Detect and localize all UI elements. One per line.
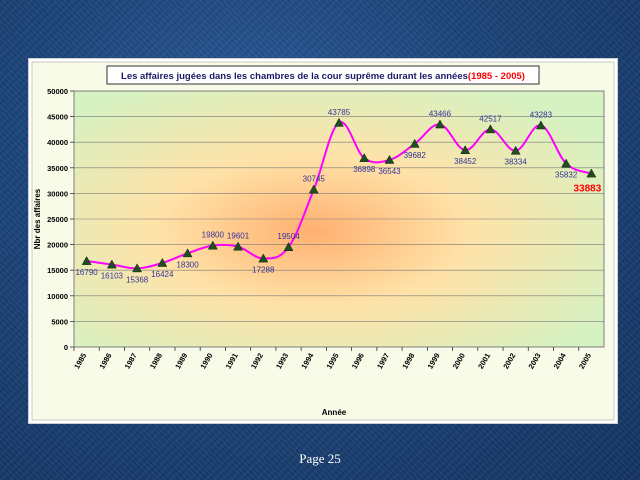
y-tick-label: 5000: [51, 317, 68, 326]
data-label: 16103: [101, 272, 124, 281]
data-label: 19504: [277, 232, 300, 241]
data-label: 33883: [573, 184, 601, 195]
data-markers: [81, 117, 597, 273]
data-label: 43466: [429, 109, 452, 118]
data-marker: [106, 259, 117, 269]
y-tick-label: 20000: [47, 241, 68, 250]
data-label: 17288: [252, 265, 275, 274]
y-tick-label: 25000: [47, 215, 68, 224]
data-label: 38334: [505, 158, 528, 167]
y-tick-label: 45000: [47, 113, 68, 122]
data-label: 16790: [75, 268, 98, 277]
x-axis-ticks: 1985 1986 1987 1988 1989 1990 1991 1992 1993 1994…: [72, 347, 593, 370]
data-label: 18300: [176, 260, 199, 269]
data-label: 16424: [151, 270, 174, 279]
data-marker: [258, 253, 269, 263]
title-box: [106, 65, 540, 85]
x-axis-label: Année: [322, 408, 347, 417]
y-tick-label: 35000: [47, 164, 68, 173]
data-marker: [535, 120, 546, 130]
data-marker: [308, 184, 319, 194]
data-marker: [233, 241, 243, 251]
data-marker: [283, 242, 294, 251]
chart-frame: Les affaires jugées dans les chambres de…: [28, 58, 618, 424]
data-marker: [132, 263, 143, 273]
data-marker: [586, 168, 597, 178]
data-label: 36898: [353, 165, 376, 174]
data-label: 43785: [328, 108, 351, 117]
data-marker: [384, 154, 395, 164]
data-label: 19800: [202, 231, 225, 240]
data-label: 39682: [404, 151, 427, 160]
data-label: 42517: [479, 114, 502, 123]
data-label: 43283: [530, 110, 553, 119]
data-marker: [435, 119, 445, 129]
data-marker: [182, 248, 193, 258]
y-axis-label: Nbr des affaires: [33, 188, 42, 249]
data-label: 30745: [303, 175, 326, 184]
chart-svg: Les affaires jugées dans les chambres de…: [31, 61, 615, 421]
data-marker: [334, 117, 344, 127]
data-label: 15368: [126, 275, 149, 284]
data-label: 19601: [227, 232, 250, 241]
y-tick-label: 50000: [47, 87, 68, 96]
data-label: 35832: [555, 171, 578, 180]
y-tick-label: 15000: [47, 266, 68, 275]
y-tick-label: 30000: [47, 189, 68, 198]
y-tick-label: 0: [64, 343, 68, 352]
data-marker: [561, 158, 572, 168]
data-marker: [157, 257, 168, 267]
y-tick-label: 10000: [47, 292, 68, 301]
y-tick-label: 40000: [47, 138, 68, 147]
title-range-text: (1985 - 2005): [468, 71, 525, 82]
chart-title: Les affaires jugées dans les chambres de…: [121, 71, 525, 82]
data-marker: [359, 153, 370, 162]
data-marker: [460, 145, 471, 154]
data-label: 38452: [454, 157, 477, 166]
y-axis-ticks: 0 5000 10000 15000 20000 25000 30000 35000 40000…: [47, 87, 74, 352]
data-marker: [510, 145, 521, 155]
title-main-text: Les affaires jugées dans les chambres de…: [121, 71, 468, 82]
data-marker: [485, 124, 496, 134]
data-label: 36543: [378, 167, 401, 176]
data-marker: [81, 256, 92, 265]
gridlines: [74, 90, 604, 348]
data-marker: [207, 240, 218, 250]
data-marker: [409, 138, 420, 148]
page-number: Page 25: [299, 451, 341, 466]
